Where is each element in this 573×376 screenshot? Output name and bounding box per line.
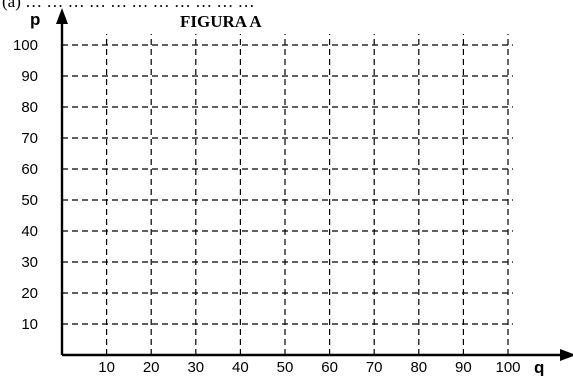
y-tick-label: 70: [21, 130, 38, 147]
x-axis-arrow-icon: [560, 349, 573, 361]
x-tick-label: 40: [232, 359, 249, 376]
y-tick-label: 10: [21, 316, 38, 333]
x-tick-label: 10: [98, 359, 115, 376]
y-tick-label: 50: [21, 192, 38, 209]
x-tick-labels: 10 20 30 40 50 60 70 80 90 100: [98, 359, 520, 376]
x-axis-label: q: [534, 358, 544, 376]
y-tick-label: 60: [21, 161, 38, 178]
cut-off-text: (a) … … … … … … … … … … …: [2, 0, 255, 11]
x-tick-label: 30: [187, 359, 204, 376]
y-tick-label: 40: [21, 223, 38, 240]
y-tick-label: 100: [13, 37, 38, 54]
x-tick-label: 70: [366, 359, 383, 376]
y-tick-label: 30: [21, 254, 38, 271]
y-tick-label: 20: [21, 285, 38, 302]
x-tick-label: 90: [455, 359, 472, 376]
y-axis-label: p: [30, 10, 40, 29]
chart-title: FIGURA A: [180, 12, 262, 31]
x-tick-label: 100: [495, 359, 520, 376]
y-tick-label: 80: [21, 99, 38, 116]
y-tick-label: 90: [21, 68, 38, 85]
grid: [62, 34, 513, 355]
x-tick-label: 20: [143, 359, 160, 376]
y-tick-labels: 10 20 30 40 50 60 70 80 90 100: [13, 37, 38, 333]
x-tick-label: 60: [321, 359, 338, 376]
x-tick-label: 50: [277, 359, 294, 376]
y-axis-arrow-icon: [56, 8, 68, 24]
x-tick-label: 80: [410, 359, 427, 376]
